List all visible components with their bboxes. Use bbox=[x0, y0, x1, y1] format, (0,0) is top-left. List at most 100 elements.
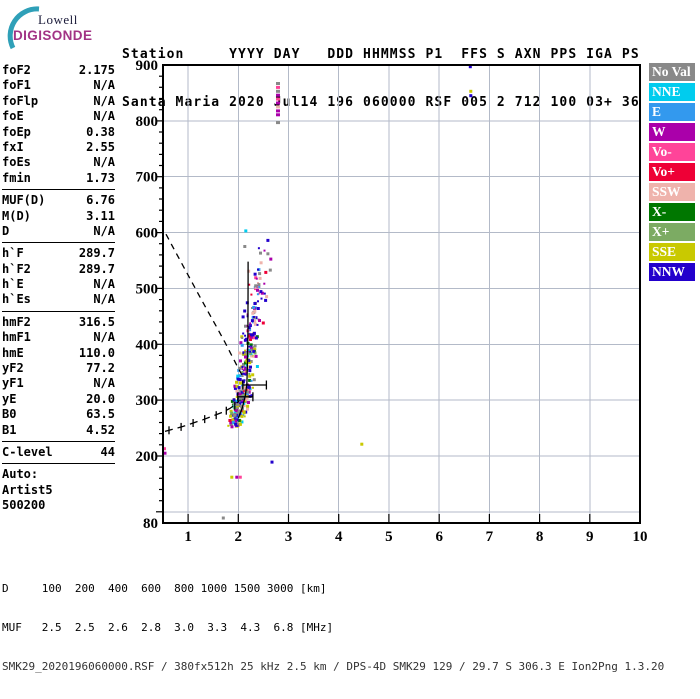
svg-text:600: 600 bbox=[136, 226, 159, 242]
legend-item-x+: X+ bbox=[649, 223, 695, 241]
autoscaling-info: 500200 bbox=[2, 498, 46, 513]
grid bbox=[164, 64, 639, 522]
param-row: D N/A bbox=[2, 224, 115, 239]
logo-digisonde-text: DIGISONDE bbox=[13, 28, 93, 43]
true-height-profile bbox=[237, 261, 249, 419]
param-value: 63.5 bbox=[86, 407, 115, 422]
error-bars bbox=[237, 380, 268, 402]
param-row: B1 4.52 bbox=[2, 423, 115, 438]
param-label: yF2 bbox=[2, 361, 24, 376]
legend-item-w: W bbox=[649, 123, 695, 141]
svg-text:700: 700 bbox=[136, 170, 159, 186]
svg-text:900: 900 bbox=[136, 58, 159, 74]
legend-item-nnw: NNW bbox=[649, 263, 695, 281]
legend-item-vo-: Vo- bbox=[649, 143, 695, 161]
param-row: fxI 2.55 bbox=[2, 140, 115, 155]
param-row: h`F2 289.7 bbox=[2, 262, 115, 277]
param-label: MUF(D) bbox=[2, 193, 46, 208]
param-label: h`E bbox=[2, 277, 24, 292]
logo-lowell-text: Lowell bbox=[38, 12, 78, 27]
echo-cloud bbox=[227, 247, 273, 429]
footer: D 100 200 400 600 800 1000 1500 3000 [km… bbox=[2, 556, 664, 699]
legend-item-e: E bbox=[649, 103, 695, 121]
logo-arc-icon bbox=[7, 6, 40, 50]
param-value: 2.175 bbox=[78, 63, 115, 77]
svg-text:80: 80 bbox=[143, 516, 158, 532]
outlier-echoes bbox=[163, 65, 473, 520]
param-label: B0 bbox=[2, 407, 17, 422]
param-value: 20.0 bbox=[86, 391, 115, 406]
svg-text:3: 3 bbox=[285, 529, 293, 545]
svg-text:1: 1 bbox=[184, 529, 192, 545]
svg-text:10: 10 bbox=[633, 529, 648, 545]
header-field-names: Station YYYY DAY DDD HHMMSS P1 FFS S AXN… bbox=[122, 47, 640, 62]
param-row: MUF(D) 6.76 bbox=[2, 193, 115, 208]
param-row: foEs N/A bbox=[2, 155, 115, 170]
param-row: h`F 289.7 bbox=[2, 246, 115, 261]
param-row: h`Es N/A bbox=[2, 292, 115, 307]
param-value: N/A bbox=[93, 223, 115, 238]
param-row: h`E N/A bbox=[2, 277, 115, 292]
direction-legend: No Val NNE E W Vo- Vo+ SSW X- X+ SSE NNW bbox=[649, 63, 696, 283]
panel-divider bbox=[2, 463, 115, 465]
legend-item-noval: No Val bbox=[649, 63, 695, 81]
param-value: N/A bbox=[93, 109, 115, 124]
profile-extrapolation-dashed bbox=[165, 233, 243, 376]
svg-text:500: 500 bbox=[136, 281, 159, 297]
svg-text:400: 400 bbox=[136, 337, 159, 353]
param-value: N/A bbox=[93, 155, 115, 170]
param-row: yE 20.0 bbox=[2, 392, 115, 407]
param-label: hmE bbox=[2, 345, 24, 360]
svg-text:200: 200 bbox=[136, 449, 159, 465]
param-value: N/A bbox=[93, 376, 115, 391]
param-value: N/A bbox=[93, 78, 115, 93]
param-row: M(D) 3.11 bbox=[2, 209, 115, 224]
param-row: hmF2 316.5 bbox=[2, 315, 115, 330]
param-value: 316.5 bbox=[78, 314, 115, 329]
param-row: B0 63.5 bbox=[2, 407, 115, 422]
param-label: foF2 bbox=[2, 63, 31, 77]
legend-item-ssw: SSW bbox=[649, 183, 695, 201]
legend-item-vo+: Vo+ bbox=[649, 163, 695, 181]
param-label: fxI bbox=[2, 139, 24, 154]
param-label: h`F2 bbox=[2, 261, 31, 276]
autoscaling-info: Auto: bbox=[2, 467, 39, 482]
axis-ticks bbox=[156, 75, 641, 522]
param-value: 2.55 bbox=[86, 139, 115, 154]
param-value: 1.73 bbox=[86, 170, 115, 185]
param-value: 4.52 bbox=[86, 422, 115, 437]
param-label: foF1 bbox=[2, 78, 31, 93]
param-row: fmin 1.73 bbox=[2, 171, 115, 186]
status-line: SMK29_2020196060000.RSF / 380fx512h 25 k… bbox=[2, 660, 665, 673]
legend-item-x-: X- bbox=[649, 203, 695, 221]
param-label: B1 bbox=[2, 422, 17, 437]
svg-text:300: 300 bbox=[136, 393, 159, 409]
param-row: yF1 N/A bbox=[2, 376, 115, 391]
param-value: N/A bbox=[93, 330, 115, 345]
param-value: N/A bbox=[93, 277, 115, 292]
param-label: C-level bbox=[2, 444, 53, 459]
param-value: N/A bbox=[93, 292, 115, 307]
param-row: foE N/A bbox=[2, 109, 115, 124]
param-row: foF1 N/A bbox=[2, 78, 115, 93]
param-label: fmin bbox=[2, 170, 31, 185]
svg-text:800: 800 bbox=[136, 114, 159, 130]
param-label: foEp bbox=[2, 124, 31, 139]
param-row: C-level 44 bbox=[2, 445, 115, 460]
param-value: 77.2 bbox=[86, 361, 115, 376]
param-row: foEp 0.38 bbox=[2, 125, 115, 140]
svg-text:4: 4 bbox=[335, 529, 343, 545]
panel-divider bbox=[2, 189, 115, 191]
param-label: yE bbox=[2, 391, 17, 406]
ionogram-plot: 900 800 700 600 500 400 300 200 80 1 2 3 4 5 6 7 8 9 10 bbox=[125, 55, 648, 550]
svg-text:7: 7 bbox=[486, 529, 494, 545]
param-row: yF2 77.2 bbox=[2, 361, 115, 376]
spread-f-column bbox=[276, 82, 280, 125]
param-label: M(D) bbox=[2, 208, 31, 223]
param-row: foFlp N/A bbox=[2, 94, 115, 109]
param-value: 3.11 bbox=[86, 208, 115, 223]
panel-divider bbox=[2, 310, 115, 312]
param-value: 110.0 bbox=[78, 345, 115, 360]
hprime-trace bbox=[164, 400, 240, 435]
param-label: h`Es bbox=[2, 292, 31, 307]
